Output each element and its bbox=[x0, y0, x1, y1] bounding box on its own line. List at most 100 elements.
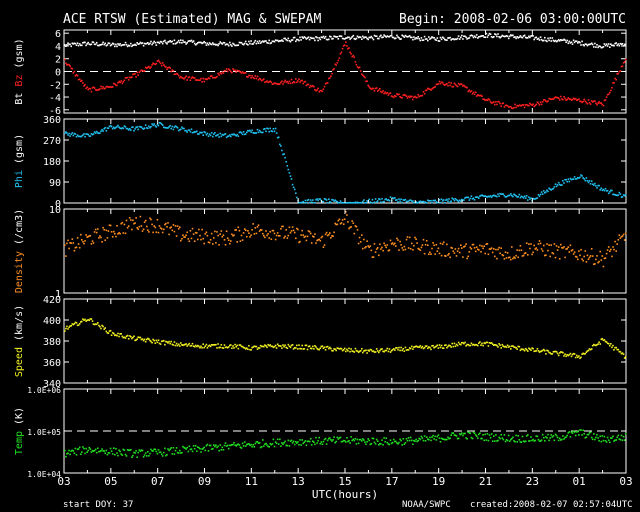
data-point bbox=[317, 439, 319, 442]
data-point bbox=[253, 446, 256, 448]
data-point bbox=[70, 242, 72, 244]
data-point bbox=[292, 440, 295, 443]
data-point bbox=[248, 130, 250, 132]
data-point bbox=[93, 43, 96, 46]
data-point bbox=[450, 346, 452, 348]
data-point bbox=[573, 98, 576, 101]
data-point bbox=[293, 36, 296, 39]
data-point bbox=[617, 194, 620, 196]
data-point bbox=[364, 36, 366, 38]
data-point bbox=[83, 319, 85, 321]
data-point bbox=[552, 39, 555, 42]
data-point bbox=[435, 83, 438, 86]
data-point bbox=[226, 135, 229, 138]
data-point bbox=[64, 244, 66, 246]
data-point bbox=[276, 39, 279, 42]
data-point bbox=[477, 344, 479, 347]
data-point bbox=[365, 443, 367, 445]
data-point bbox=[310, 37, 313, 40]
data-point bbox=[607, 43, 610, 45]
data-point bbox=[181, 42, 183, 44]
data-point bbox=[84, 240, 86, 242]
data-point bbox=[227, 447, 230, 450]
data-point bbox=[537, 37, 540, 40]
data-point bbox=[387, 350, 390, 353]
data-point bbox=[135, 217, 137, 219]
data-point bbox=[269, 442, 271, 445]
data-point bbox=[576, 256, 578, 258]
data-point bbox=[189, 40, 192, 42]
data-point bbox=[506, 35, 509, 38]
data-point bbox=[148, 65, 150, 68]
data-point bbox=[118, 126, 120, 128]
data-point bbox=[568, 98, 571, 100]
data-point bbox=[451, 197, 453, 200]
data-point bbox=[624, 232, 627, 235]
data-point bbox=[247, 129, 249, 132]
data-point bbox=[494, 344, 496, 346]
data-point bbox=[249, 236, 251, 238]
data-point bbox=[593, 184, 595, 186]
data-point bbox=[319, 38, 322, 41]
data-point bbox=[586, 180, 589, 182]
data-point bbox=[331, 72, 333, 75]
data-point bbox=[163, 228, 165, 231]
data-point bbox=[285, 346, 287, 349]
data-point bbox=[233, 133, 235, 135]
data-point bbox=[141, 42, 144, 44]
data-point bbox=[420, 94, 423, 97]
data-point bbox=[273, 445, 276, 448]
data-point bbox=[357, 36, 360, 39]
data-point bbox=[369, 245, 372, 247]
data-point bbox=[262, 40, 264, 42]
data-point bbox=[620, 235, 623, 238]
data-point bbox=[465, 196, 467, 199]
data-point bbox=[457, 341, 460, 344]
data-point bbox=[106, 237, 109, 239]
data-point bbox=[530, 436, 532, 438]
data-point bbox=[545, 39, 547, 42]
data-point bbox=[121, 44, 124, 46]
data-point bbox=[271, 130, 274, 133]
data-point bbox=[406, 440, 409, 442]
data-point bbox=[293, 81, 296, 84]
data-point bbox=[560, 439, 562, 441]
data-point bbox=[606, 249, 609, 251]
data-point bbox=[335, 36, 337, 38]
data-point bbox=[74, 246, 77, 249]
data-point bbox=[120, 80, 122, 82]
data-point bbox=[623, 194, 626, 197]
data-point bbox=[217, 445, 219, 448]
data-point bbox=[482, 344, 484, 347]
data-point bbox=[387, 94, 390, 96]
data-point bbox=[264, 81, 266, 84]
data-point bbox=[222, 72, 225, 74]
data-point bbox=[124, 337, 127, 339]
data-point bbox=[319, 198, 322, 200]
data-point bbox=[149, 67, 151, 69]
data-point bbox=[390, 349, 393, 352]
data-point bbox=[413, 96, 415, 98]
data-point bbox=[610, 248, 612, 251]
data-point bbox=[328, 38, 330, 41]
data-point bbox=[490, 247, 493, 249]
data-point bbox=[349, 51, 351, 54]
data-point bbox=[262, 131, 264, 134]
data-point bbox=[583, 353, 585, 355]
data-point bbox=[325, 199, 328, 201]
data-point bbox=[69, 242, 71, 244]
data-point bbox=[379, 88, 381, 90]
data-point bbox=[149, 339, 151, 342]
data-point bbox=[603, 435, 606, 438]
data-point bbox=[553, 40, 556, 43]
data-point bbox=[478, 36, 480, 38]
data-point bbox=[363, 75, 365, 78]
data-point bbox=[240, 234, 243, 237]
data-point bbox=[322, 347, 325, 349]
data-point bbox=[214, 43, 216, 46]
data-point bbox=[520, 105, 523, 107]
data-point bbox=[358, 236, 361, 239]
data-point bbox=[495, 344, 497, 346]
data-point bbox=[456, 85, 459, 88]
data-point bbox=[306, 235, 309, 238]
